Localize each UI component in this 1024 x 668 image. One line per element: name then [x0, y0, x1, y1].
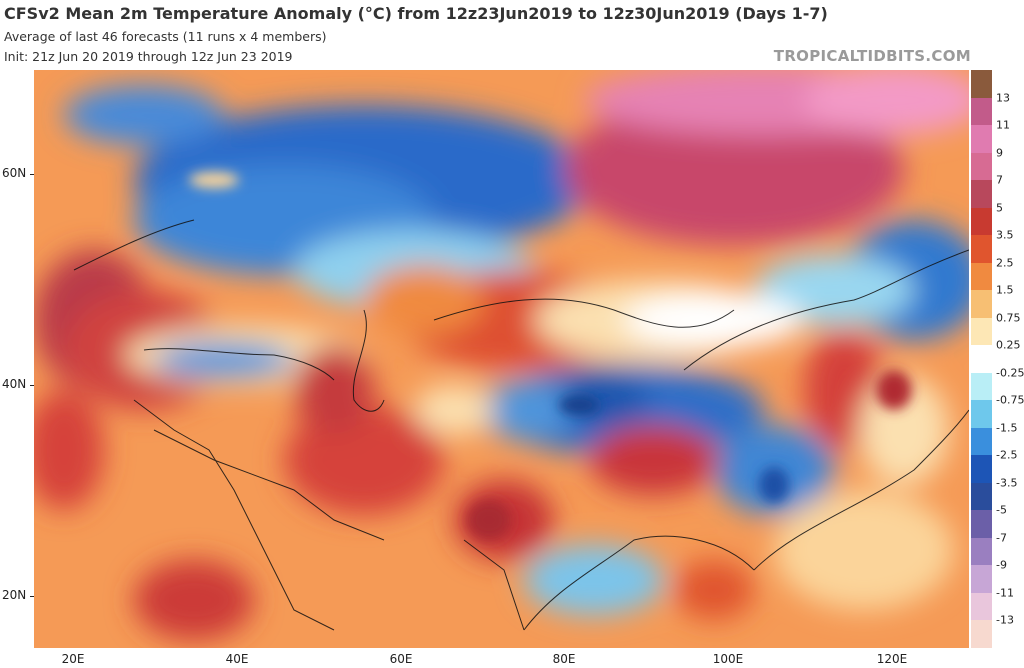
lat-tick: [30, 596, 34, 597]
colorbar-swatch: [971, 482, 992, 511]
lat-tick: [30, 174, 34, 175]
lon-label-120e: 120E: [876, 652, 908, 666]
colorbar-swatch: [971, 372, 992, 401]
colorbar-label: -0.25: [996, 366, 1024, 380]
colorbar-swatch: [971, 290, 992, 319]
colorbar-label: 9: [996, 146, 1003, 160]
colorbar: [971, 70, 992, 649]
colorbar-label: 0.25: [996, 338, 1021, 352]
colorbar-swatch: [971, 317, 992, 346]
colorbar-label: -1.5: [996, 421, 1018, 435]
lon-label-80e: 80E: [552, 652, 576, 666]
colorbar-swatch: [971, 235, 992, 264]
colorbar-swatch: [971, 207, 992, 236]
colorbar-label: -3.5: [996, 476, 1018, 490]
colorbar-swatch: [971, 262, 992, 291]
lat-label-20n: 20N: [2, 588, 27, 602]
colorbar-label: 7: [996, 173, 1003, 187]
colorbar-label: -11: [996, 586, 1014, 600]
colorbar-swatch: [971, 592, 992, 621]
colorbar-label: 0.75: [996, 311, 1021, 325]
colorbar-swatch: [971, 345, 992, 374]
colorbar-swatch: [971, 125, 992, 154]
colorbar-label: -5: [996, 503, 1007, 517]
map-subtitle-init: Init: 21z Jun 20 2019 through 12z Jun 23…: [4, 49, 293, 64]
colorbar-label: 13: [996, 91, 1010, 105]
colorbar-label: -2.5: [996, 448, 1018, 462]
colorbar-label: 2.5: [996, 256, 1014, 270]
colorbar-swatch: [971, 427, 992, 456]
brand-watermark: TROPICALTIDBITS.COM: [773, 47, 971, 65]
colorbar-swatch: [971, 152, 992, 181]
map-subtitle-ensemble: Average of last 46 forecasts (11 runs x …: [4, 29, 327, 44]
colorbar-label: -13: [996, 613, 1014, 627]
colorbar-swatch: [971, 537, 992, 566]
colorbar-swatch: [971, 400, 992, 429]
lon-label-20e: 20E: [61, 652, 85, 666]
colorbar-swatch: [971, 455, 992, 484]
temperature-anomaly-map: [34, 70, 969, 648]
colorbar-label: 1.5: [996, 283, 1014, 297]
colorbar-swatch: [971, 510, 992, 539]
colorbar-label: 3.5: [996, 228, 1014, 242]
colorbar-swatch: [971, 180, 992, 209]
map-title: CFSv2 Mean 2m Temperature Anomaly (°C) f…: [4, 4, 828, 23]
colorbar-swatch: [971, 97, 992, 126]
colorbar-swatch: [971, 70, 992, 99]
colorbar-swatch: [971, 565, 992, 594]
colorbar-label: 11: [996, 118, 1010, 132]
colorbar-label: -0.75: [996, 393, 1024, 407]
lat-tick: [30, 385, 34, 386]
lon-label-100e: 100E: [712, 652, 744, 666]
colorbar-label: 5: [996, 201, 1003, 215]
lon-label-60e: 60E: [389, 652, 413, 666]
colorbar-label: -7: [996, 531, 1007, 545]
lat-label-40n: 40N: [2, 377, 27, 391]
colorbar-label: -9: [996, 558, 1007, 572]
lat-label-60n: 60N: [2, 166, 27, 180]
lon-label-40e: 40E: [225, 652, 249, 666]
colorbar-swatch: [971, 620, 992, 649]
